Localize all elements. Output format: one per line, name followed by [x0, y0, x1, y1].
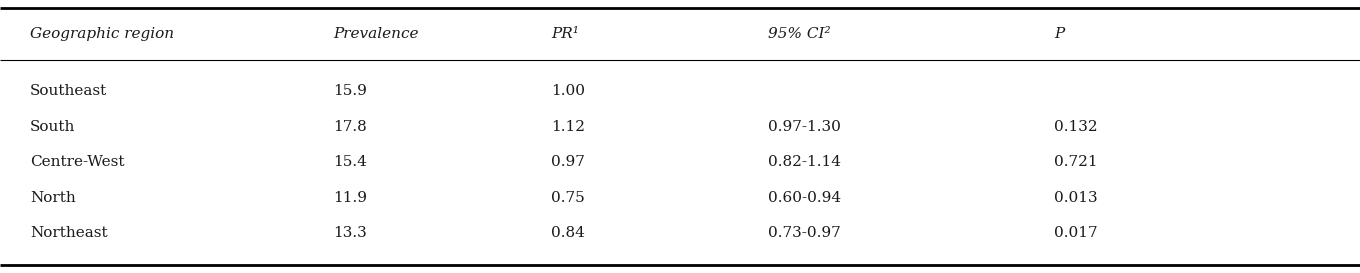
- Text: North: North: [30, 191, 76, 205]
- Text: 17.8: 17.8: [333, 120, 367, 134]
- Text: 11.9: 11.9: [333, 191, 367, 205]
- Text: 0.132: 0.132: [1054, 120, 1098, 134]
- Text: Prevalence: Prevalence: [333, 27, 419, 41]
- Text: 0.84: 0.84: [551, 226, 585, 241]
- Text: 15.9: 15.9: [333, 84, 367, 99]
- Text: 0.60-0.94: 0.60-0.94: [768, 191, 842, 205]
- Text: 0.017: 0.017: [1054, 226, 1098, 241]
- Text: 0.013: 0.013: [1054, 191, 1098, 205]
- Text: 0.97-1.30: 0.97-1.30: [768, 120, 842, 134]
- Text: Centre-West: Centre-West: [30, 155, 124, 170]
- Text: 95% CI²: 95% CI²: [768, 27, 831, 41]
- Text: Northeast: Northeast: [30, 226, 107, 241]
- Text: 13.3: 13.3: [333, 226, 367, 241]
- Text: 0.721: 0.721: [1054, 155, 1098, 170]
- Text: P: P: [1054, 27, 1065, 41]
- Text: Southeast: Southeast: [30, 84, 107, 99]
- Text: 0.73-0.97: 0.73-0.97: [768, 226, 840, 241]
- Text: 15.4: 15.4: [333, 155, 367, 170]
- Text: Geographic region: Geographic region: [30, 27, 174, 41]
- Text: PR¹: PR¹: [551, 27, 578, 41]
- Text: 0.97: 0.97: [551, 155, 585, 170]
- Text: 0.82-1.14: 0.82-1.14: [768, 155, 842, 170]
- Text: South: South: [30, 120, 75, 134]
- Text: 1.00: 1.00: [551, 84, 585, 99]
- Text: 0.75: 0.75: [551, 191, 585, 205]
- Text: 1.12: 1.12: [551, 120, 585, 134]
